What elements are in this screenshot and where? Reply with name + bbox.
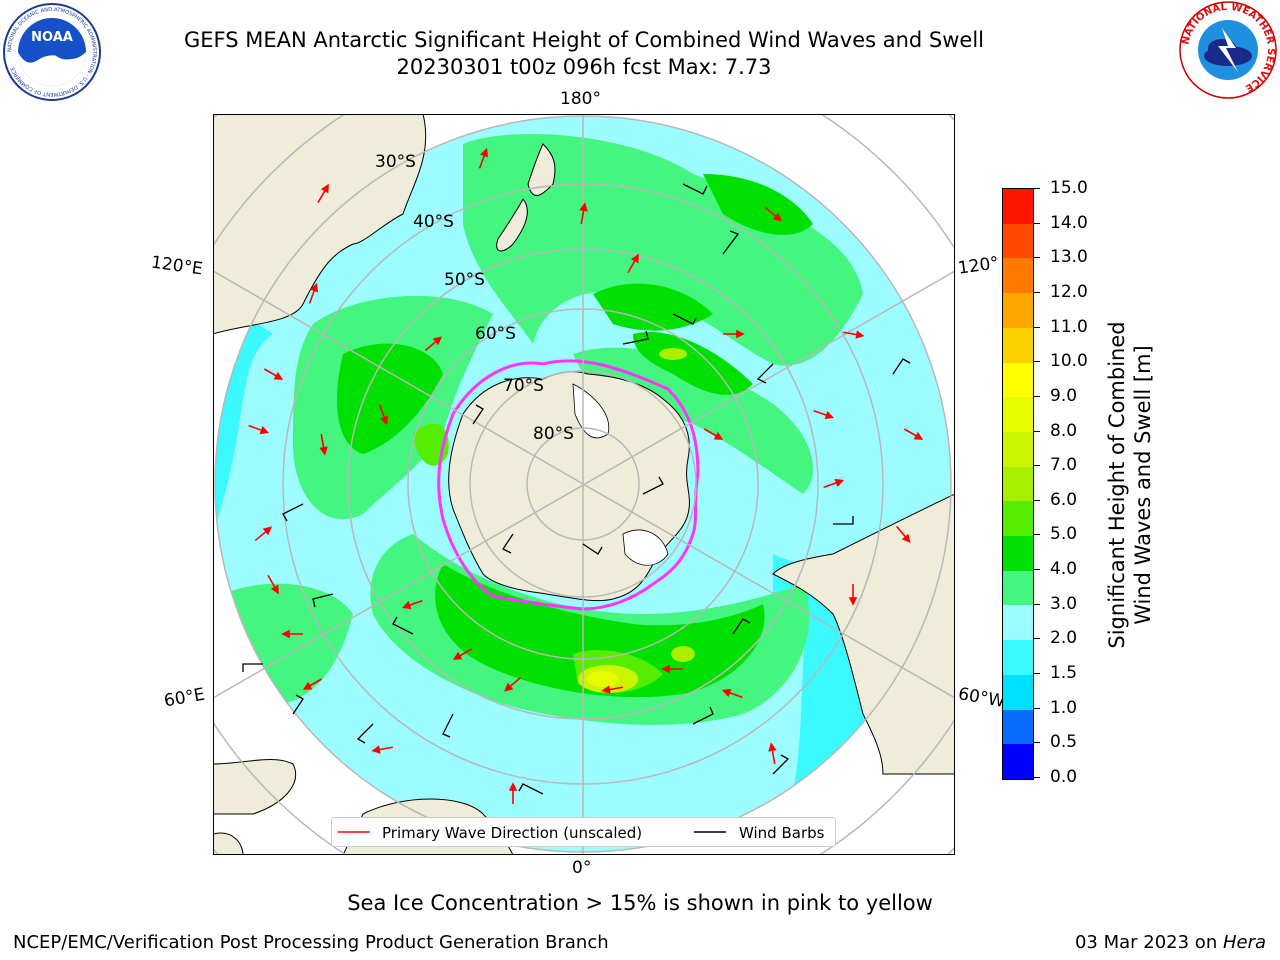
colorbar-tick-mark [1034,361,1040,363]
colorbar-tick-label: 13.0 [1050,247,1088,268]
polar-map: 30°S 40°S 50°S 60°S 70°S 80°S Primary Wa… [213,114,955,855]
lon-label-60e: 60°E [162,684,207,712]
colorbar-segment [1003,293,1033,328]
nws-logo: NATIONAL WEATHER SERVICE [1179,1,1277,99]
run-date-text: 03 Mar 2023 on [1074,932,1223,953]
colorbar-tick-mark [1034,465,1040,467]
wind-barbs [242,183,911,795]
colorbar-tick-label: 3.0 [1050,593,1078,614]
colorbar-segment [1003,466,1033,502]
colorbar-tick-label: 5.0 [1050,524,1078,545]
colorbar-tick-label: 0.0 [1050,767,1078,787]
colorbar-tick-label: 15.0 [1050,178,1088,198]
map-legend: Primary Wave Direction (unscaled) Wind B… [331,817,836,847]
colorbar-tick-mark [1034,499,1040,501]
lon-label-60w: 60°W [956,684,1007,712]
legend-wave-label: Primary Wave Direction (unscaled) [382,824,643,842]
colorbar-segment [1003,709,1033,745]
colorbar-tick-label: 1.0 [1050,697,1078,718]
colorbar [1002,188,1034,780]
colorbar-ticks: 0.0 0.5 1.0 1.5 2.0 3.0 4.0 5.0 6.0 7.0 8.0 9.0 10.0… [1034,178,1110,790]
colorbar-tick-label: 9.0 [1050,385,1078,406]
graticule [213,114,955,855]
colorbar-tick-mark [1034,742,1040,744]
legend-wind-swatch [694,831,726,833]
lat-label-40s: 40°S [413,212,454,232]
noaa-logo: NATIONAL OCEANIC AND ATMOSPHERIC ADMINIS… [3,3,101,101]
colorbar-segment [1003,674,1033,710]
colorbar-segment [1003,327,1033,363]
colorbar-tick-mark [1034,430,1040,432]
colorbar-segment [1003,223,1033,259]
colorbar-segment [1003,640,1033,675]
colorbar-segment [1003,501,1033,537]
chart-title-line1: GEFS MEAN Antarctic Significant Height o… [183,28,985,52]
lat-label-70s: 70°S [503,376,544,396]
colorbar-tick-mark [1034,534,1040,536]
colorbar-tick-mark [1034,188,1040,189]
colorbar-tick-label: 12.0 [1050,281,1088,302]
colorbar-tick-label: 4.0 [1050,559,1078,580]
colorbar-tick-mark [1034,707,1040,709]
colorbar-tick-mark [1034,673,1040,675]
legend-wave-swatch [338,831,370,833]
branch-credit: NCEP/EMC/Verification Post Processing Pr… [13,932,609,953]
svg-text:NOAA: NOAA [31,30,73,45]
colorbar-segment [1003,397,1033,432]
colorbar-label-line1: Significant Height of Combined [1105,321,1129,649]
colorbar-segment [1003,605,1033,641]
lat-label-30s: 30°S [375,152,416,172]
colorbar-tick-label: 6.0 [1050,489,1078,510]
colorbar-segment [1003,189,1033,224]
colorbar-tick-mark [1034,257,1040,259]
colorbar-segment [1003,536,1033,571]
colorbar-tick-label: 14.0 [1050,212,1088,233]
lon-label-0: 0° [572,858,592,878]
lat-label-60s: 60°S [475,324,516,344]
colorbar-tick-label: 1.5 [1050,663,1078,684]
colorbar-tick-label: 11.0 [1050,316,1088,337]
colorbar-tick-mark [1034,395,1040,397]
colorbar-tick-mark [1034,777,1040,778]
colorbar-tick-mark [1034,291,1040,293]
lat-label-50s: 50°S [444,270,485,290]
colorbar-segment [1003,431,1033,467]
colorbar-tick-mark [1034,326,1040,328]
colorbar-tick-label: 2.0 [1050,628,1078,649]
colorbar-tick-mark [1034,638,1040,640]
lon-label-180: 180° [560,89,601,109]
colorbar-tick-label: 10.0 [1050,351,1088,372]
legend-wind-label: Wind Barbs [739,824,825,842]
colorbar-tick-label: 8.0 [1050,420,1078,441]
lat-label-80s: 80°S [533,424,574,444]
machine-name: Hera [1222,932,1266,953]
colorbar-segment [1003,570,1033,606]
run-date: 03 Mar 2023 on Hera [1075,932,1266,953]
colorbar-tick-mark [1034,603,1040,605]
lon-label-120e: 120°E [149,252,204,280]
colorbar-tick-label: 7.0 [1050,455,1078,476]
map-canvas [213,114,955,855]
sea-ice-note: Sea Ice Concentration > 15% is shown in … [347,891,933,915]
wave-direction-arrows [248,147,924,804]
colorbar-tick-mark [1034,569,1040,571]
colorbar-segment [1003,362,1033,398]
colorbar-label-line2: Wind Waves and Swell [m] [1131,345,1155,625]
chart-title-line2: 20230301 t00z 096h fcst Max: 7.73 [396,55,772,79]
lon-label-120w: 120° [956,253,1001,279]
colorbar-tick-label: 0.5 [1050,732,1078,753]
colorbar-segment [1003,258,1033,294]
colorbar-tick-mark [1034,222,1040,224]
colorbar-segment [1003,744,1033,779]
